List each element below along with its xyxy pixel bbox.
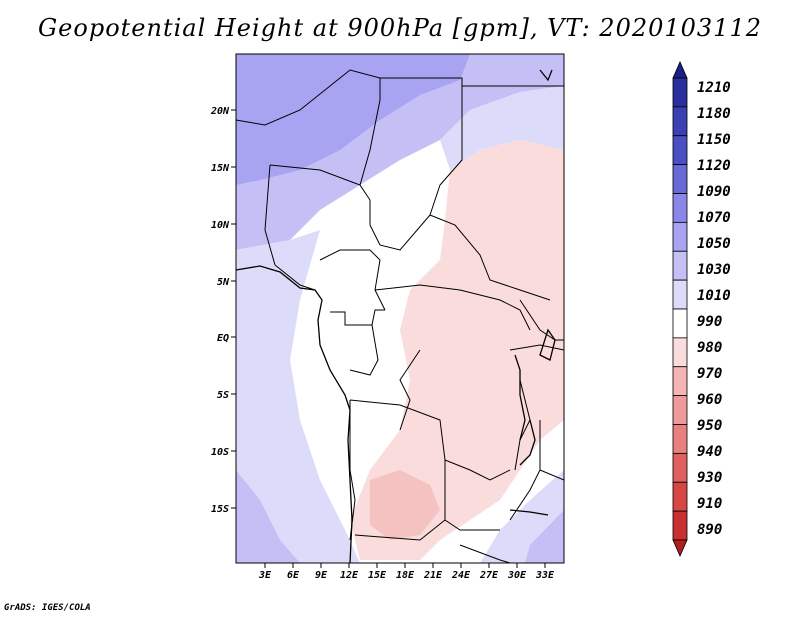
colorbar-swatch (672, 164, 688, 194)
colorbar-label: 960 (697, 392, 722, 408)
y-tick-label: EQ (217, 333, 229, 344)
colorbar-label: 1090 (697, 184, 731, 200)
colorbar-label: 1180 (697, 106, 731, 122)
colorbar-label: 1010 (697, 288, 731, 304)
country-borders (236, 69, 564, 563)
colorbar-swatch (672, 337, 688, 368)
colorbar-label: 930 (697, 470, 722, 486)
colorbar-label: 910 (697, 496, 722, 512)
colorbar-swatch (672, 77, 688, 108)
colorbar-swatch (672, 106, 688, 137)
colorbar-label: 990 (697, 314, 722, 330)
colorbar-label: 1210 (697, 80, 731, 96)
colorbar-swatch (672, 366, 688, 397)
field-band-1050 (236, 54, 470, 185)
credit-label: GrADS: IGES/COLA (4, 603, 91, 613)
field-band-1010-northeast (440, 86, 564, 170)
map-title: Geopotential Height at 900hPa [gpm], VT:… (38, 14, 762, 42)
x-tick-label: 21E (423, 570, 443, 581)
colorbar-swatch (672, 308, 688, 339)
colorbar-label: 970 (697, 366, 722, 382)
x-tick-label: 12E (340, 570, 359, 581)
coastlines (236, 69, 556, 563)
y-tick-label: 10N (211, 220, 230, 231)
colorbar-swatch (672, 250, 688, 281)
colorbar-label: 950 (697, 418, 722, 434)
colorbar-label: 1070 (697, 210, 731, 226)
map-panel (236, 54, 564, 563)
x-tick-label: 6E (287, 570, 300, 581)
y-tick-label: 20N (210, 106, 230, 117)
colorbar-swatch (672, 193, 688, 223)
field-band-1030-southwest (236, 470, 300, 563)
colorbar-label: 1120 (697, 158, 731, 174)
x-tick-label: 18E (396, 570, 415, 581)
x-tick-label: 15E (368, 570, 387, 581)
x-tick-label: 3E (258, 570, 272, 581)
colorbar-swatch (672, 61, 688, 79)
y-tick-label: 10S (211, 447, 229, 458)
colorbar-swatch (672, 395, 688, 425)
y-tick-label: 5N (217, 277, 230, 288)
field-band-970 (370, 470, 440, 540)
colorbar-label: 890 (697, 522, 722, 538)
y-tick-label: 15N (211, 163, 230, 174)
x-tick-label: 27E (479, 570, 499, 581)
colorbar-swatch (672, 221, 688, 252)
y-axis: 20N 15N 10N 5N EQ 5S 10S 15S (210, 106, 236, 515)
field-band-1010-west (236, 230, 360, 563)
x-tick-label: 9E (315, 570, 328, 581)
colorbar-label: 1150 (697, 132, 731, 148)
y-tick-label: 15S (211, 504, 229, 515)
field-band-1030-southeast (525, 510, 564, 563)
colorbar: 1210 1180 1150 1120 1090 1070 1050 1030 1010 990 9… (672, 61, 731, 557)
field-band-980 (350, 140, 564, 560)
colorbar-swatch (672, 279, 688, 310)
colorbar-swatch (672, 424, 688, 454)
colorbar-swatch (672, 539, 688, 557)
colorbar-swatch (672, 135, 688, 166)
colorbar-label: 1050 (697, 236, 731, 252)
x-tick-label: 30E (507, 570, 527, 581)
colorbar-label: 940 (697, 444, 722, 460)
colorbar-label: 980 (697, 340, 722, 356)
colorbar-swatch (672, 510, 688, 541)
colorbar-swatch (672, 481, 688, 512)
colorbar-swatch (672, 452, 688, 483)
map-frame (235, 53, 565, 564)
x-tick-label: 24E (451, 570, 471, 581)
x-tick-label: 33E (535, 570, 555, 581)
y-tick-label: 5S (217, 390, 229, 401)
colorbar-label: 1030 (697, 262, 731, 278)
x-axis: 3E 6E 9E 12E 15E 18E 21E 24E 27E 30E 33E (258, 563, 555, 581)
